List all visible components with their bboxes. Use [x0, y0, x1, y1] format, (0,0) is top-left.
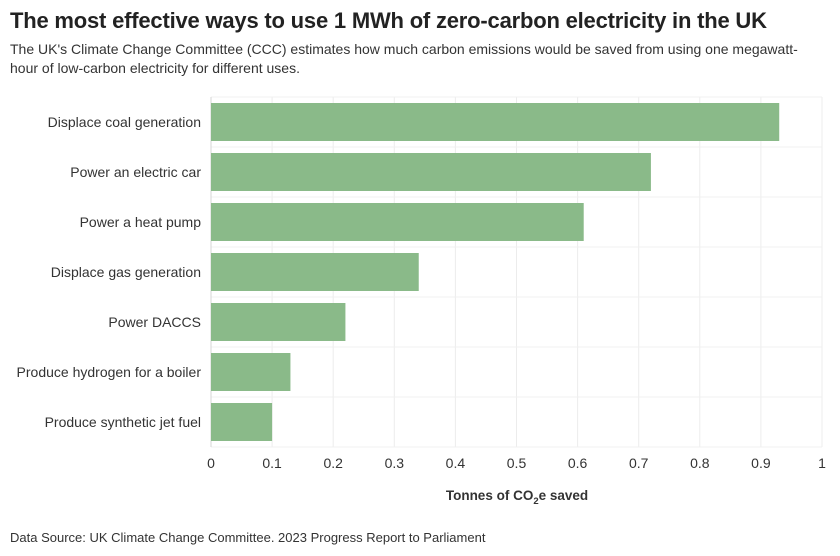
category-label: Displace gas generation — [51, 264, 201, 280]
bar — [211, 253, 419, 291]
bar — [211, 403, 273, 441]
x-tick-label: 0.4 — [446, 455, 466, 471]
category-label: Displace coal generation — [48, 114, 201, 130]
category-label: Power an electric car — [70, 164, 201, 180]
chart-title: The most effective ways to use 1 MWh of … — [10, 8, 767, 33]
x-tick-label: 0.7 — [629, 455, 649, 471]
x-tick-label: 1 — [818, 455, 826, 471]
x-axis-label: Tonnes of CO2e saved — [446, 488, 588, 507]
bar — [211, 153, 651, 191]
bar-chart: Displace coal generation Power an electri… — [17, 96, 826, 507]
chart-subtitle: The UK's Climate Change Committee (CCC) … — [10, 41, 798, 76]
category-label: Produce synthetic jet fuel — [45, 414, 201, 430]
x-tick-label: 0.9 — [751, 455, 771, 471]
bar — [211, 103, 780, 141]
bars — [211, 103, 780, 441]
x-tick-label: 0.1 — [262, 455, 282, 471]
x-axis-ticks: 0 0.1 0.2 0.3 0.4 0.5 0.6 0.7 0.8 0.9 1 — [207, 455, 826, 471]
x-tick-label: 0.8 — [690, 455, 710, 471]
category-label: Power DACCS — [108, 314, 201, 330]
category-labels: Displace coal generation Power an electri… — [17, 114, 202, 430]
bar — [211, 203, 584, 241]
x-tick-label: 0.2 — [323, 455, 343, 471]
category-label: Power a heat pump — [80, 214, 202, 230]
x-tick-label: 0.3 — [385, 455, 405, 471]
x-tick-label: 0 — [207, 455, 215, 471]
bar — [211, 303, 346, 341]
data-source: Data Source: UK Climate Change Committee… — [10, 530, 486, 545]
category-label: Produce hydrogen for a boiler — [17, 364, 202, 380]
x-tick-label: 0.5 — [507, 455, 527, 471]
x-tick-label: 0.6 — [568, 455, 588, 471]
bar — [211, 353, 291, 391]
